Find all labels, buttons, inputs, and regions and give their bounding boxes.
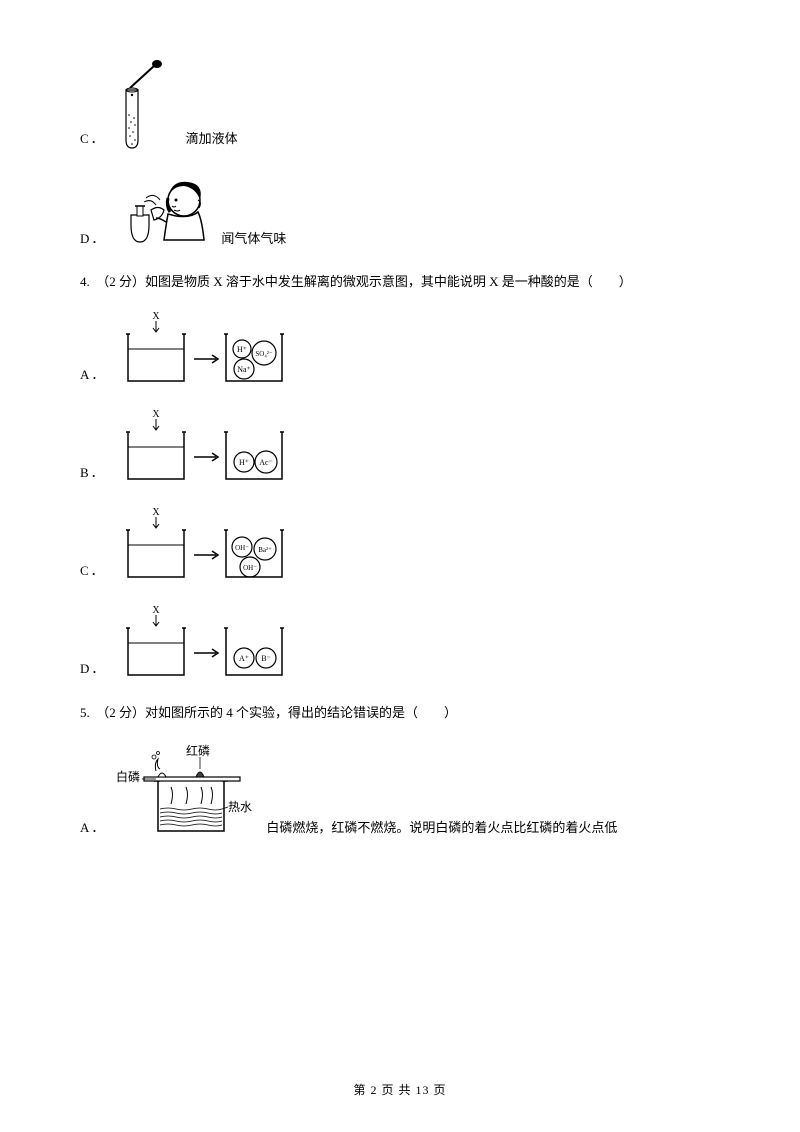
question-5-text: 5. （2 分）对如图所示的 4 个实验，得出的结论错误的是（ ） xyxy=(80,701,720,726)
svg-text:H⁺: H⁺ xyxy=(239,458,249,467)
svg-text:X: X xyxy=(152,409,160,420)
svg-text:红磷: 红磷 xyxy=(186,743,210,758)
svg-text:X: X xyxy=(152,507,160,518)
svg-text:B⁻: B⁻ xyxy=(262,654,272,663)
q4-option-c: C． X OH⁻ Ba²⁺ OH⁻ xyxy=(80,505,720,583)
q4-a-label: A． xyxy=(80,363,106,386)
q5-a-label: A． xyxy=(80,816,106,839)
option-d-row: D． 闻气体气味 xyxy=(80,170,720,250)
svg-text:OH⁻: OH⁻ xyxy=(243,564,257,572)
svg-text:H⁺: H⁺ xyxy=(237,345,247,354)
svg-text:Ac⁻: Ac⁻ xyxy=(259,458,273,467)
svg-text:Ba²⁺: Ba²⁺ xyxy=(258,546,272,554)
dropper-diagram xyxy=(116,60,176,150)
q4-d-diagram: X A⁺ B⁻ xyxy=(116,603,286,681)
svg-text:热水: 热水 xyxy=(228,800,252,814)
q4-b-diagram: X H⁺ Ac⁻ xyxy=(116,407,286,485)
option-c-text: 滴加液体 xyxy=(186,127,238,150)
option-c-label: C． xyxy=(80,127,106,150)
svg-text:X: X xyxy=(153,311,161,322)
q4-c-diagram: X OH⁻ Ba²⁺ OH⁻ xyxy=(116,505,286,583)
option-d-text: 闻气体气味 xyxy=(221,227,286,250)
svg-text:OH⁻: OH⁻ xyxy=(235,544,249,552)
q4-option-b: B． X H⁺ Ac⁻ xyxy=(80,407,720,485)
q4-a-diagram: X H⁺ SO₄²⁻ Na⁺ xyxy=(116,309,286,387)
option-c-row: C． 滴加液体 xyxy=(80,60,720,150)
q5-a-diagram: 白磷 红磷 热水 xyxy=(116,739,256,839)
q5-a-text: 白磷燃烧，红磷不燃烧。说明白磷的着火点比红磷的着火点低 xyxy=(266,816,617,839)
svg-text:SO₄²⁻: SO₄²⁻ xyxy=(256,350,273,358)
svg-text:白磷: 白磷 xyxy=(116,769,140,784)
q4-option-d: D． X A⁺ B⁻ xyxy=(80,603,720,681)
svg-text:A⁺: A⁺ xyxy=(239,654,249,663)
svg-text:Na⁺: Na⁺ xyxy=(238,365,252,374)
question-4-text: 4. （2 分）如图是物质 X 溶于水中发生解离的微观示意图，其中能说明 X 是… xyxy=(80,270,720,295)
q4-b-label: B． xyxy=(80,461,106,484)
page-footer: 第 2 页 共 13 页 xyxy=(0,1080,800,1102)
option-d-label: D． xyxy=(80,227,106,250)
svg-text:X: X xyxy=(153,605,161,616)
q4-c-label: C． xyxy=(80,559,106,582)
q5-option-a: A． 白 xyxy=(80,739,720,839)
q4-d-label: D． xyxy=(80,657,106,680)
smell-diagram xyxy=(116,170,211,250)
q4-option-a: A． X H⁺ SO₄²⁻ Na⁺ xyxy=(80,309,720,387)
